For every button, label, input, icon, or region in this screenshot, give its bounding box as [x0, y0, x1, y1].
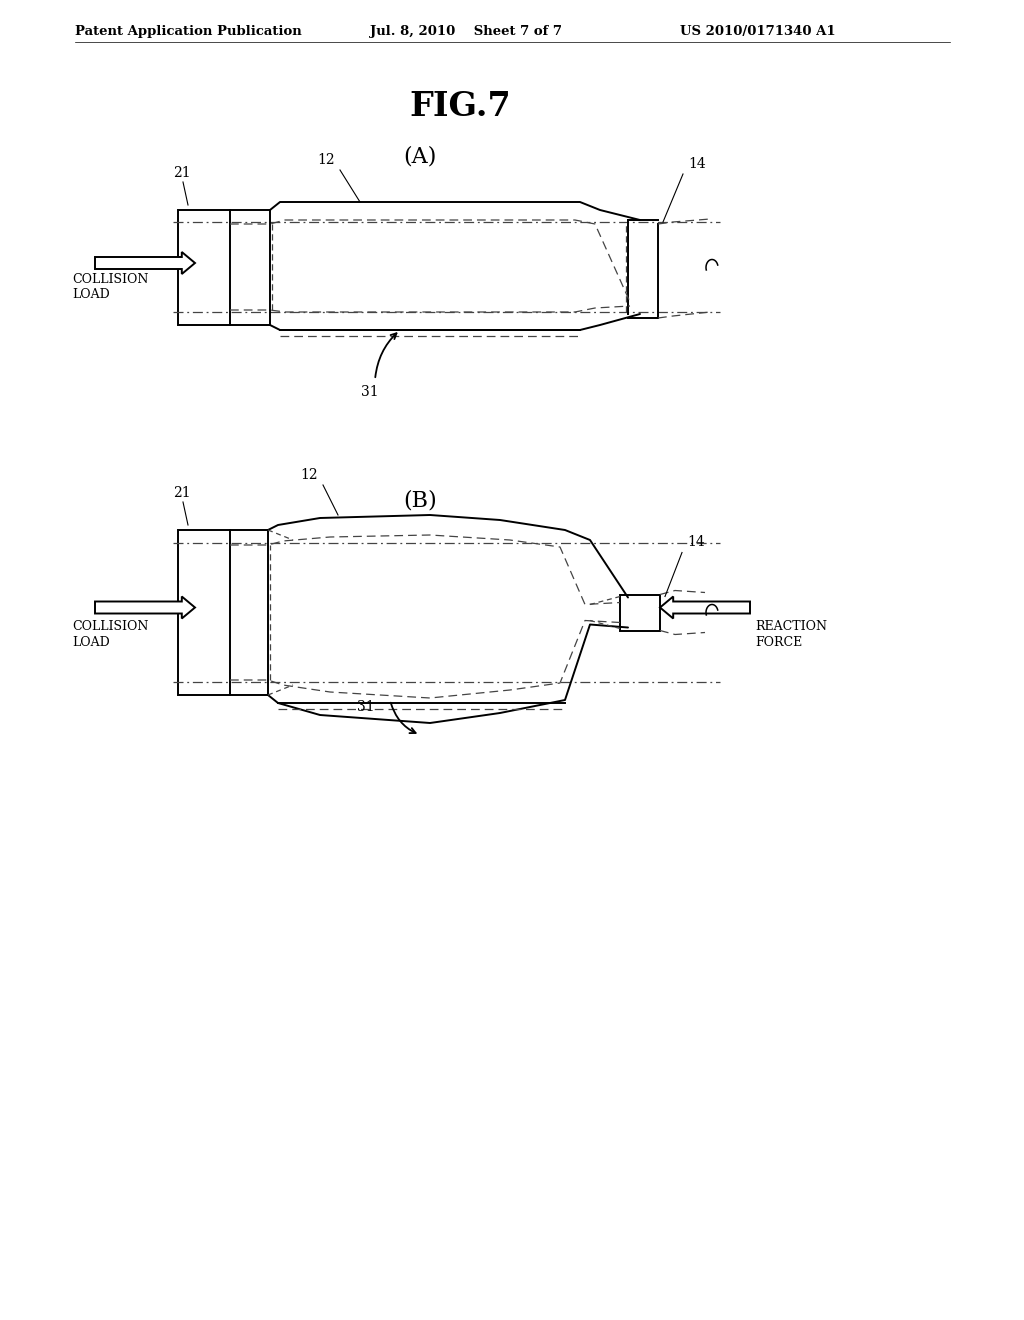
Text: 12: 12: [317, 153, 335, 168]
Text: 21: 21: [173, 166, 190, 180]
Bar: [178, 531, 230, 696]
Text: 31: 31: [357, 700, 375, 714]
Text: Jul. 8, 2010    Sheet 7 of 7: Jul. 8, 2010 Sheet 7 of 7: [370, 25, 562, 38]
Text: (A): (A): [403, 145, 436, 168]
Polygon shape: [95, 597, 195, 619]
Text: Patent Application Publication: Patent Application Publication: [75, 25, 302, 38]
Text: 14: 14: [688, 157, 706, 172]
Polygon shape: [660, 597, 750, 619]
Bar: [620, 594, 660, 631]
Text: 31: 31: [361, 385, 379, 399]
Text: 12: 12: [300, 469, 318, 482]
Text: US 2010/0171340 A1: US 2010/0171340 A1: [680, 25, 836, 38]
Text: 14: 14: [687, 536, 705, 549]
Text: 21: 21: [173, 486, 190, 500]
Polygon shape: [95, 252, 195, 275]
Text: FIG.7: FIG.7: [410, 90, 511, 123]
Text: REACTION
FORCE: REACTION FORCE: [755, 620, 827, 648]
Bar: [178, 210, 230, 325]
Text: (B): (B): [403, 490, 437, 512]
Text: COLLISION
LOAD: COLLISION LOAD: [72, 273, 148, 301]
Text: COLLISION
LOAD: COLLISION LOAD: [72, 620, 148, 648]
